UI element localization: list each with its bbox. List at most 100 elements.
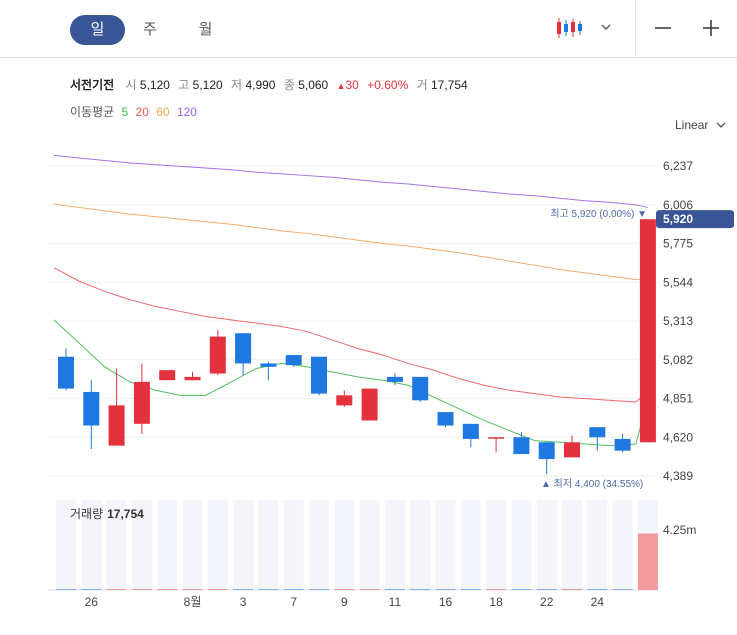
volume-bar	[486, 589, 507, 590]
volume-bar	[106, 589, 127, 590]
volume-bar	[258, 589, 279, 590]
volume-bar	[435, 589, 456, 590]
volume-bar	[587, 589, 608, 590]
ma-20[interactable]: 20	[135, 105, 149, 119]
volume-bar	[56, 589, 76, 590]
tab-month[interactable]: 월	[198, 21, 213, 38]
minus-icon[interactable]	[652, 17, 674, 39]
volume-column-bg	[460, 500, 481, 590]
volume-bar	[359, 589, 380, 590]
change-pct: +0.60%	[367, 78, 409, 92]
volume-column-bg	[182, 500, 203, 590]
volume-column-bg	[612, 500, 633, 590]
candlestick-icon[interactable]	[555, 16, 583, 40]
volume-column-bg	[587, 500, 608, 590]
high-value: 5,120	[192, 78, 223, 92]
volume-column-bg	[536, 500, 557, 590]
volume-background	[56, 500, 658, 590]
candle-body	[83, 391, 100, 426]
volume-column-bg	[410, 500, 431, 590]
volume-bar	[384, 589, 405, 590]
price-tick-label: 5,313	[663, 314, 693, 328]
volume-column-bg	[309, 500, 329, 590]
top-toolbar: 일 주 월	[0, 0, 737, 58]
volume-column-bg	[207, 500, 228, 590]
date-tick-label: 24	[591, 595, 605, 609]
volume-column-bg	[283, 500, 304, 590]
volume-bar	[637, 533, 658, 590]
volume-title: 거래량 17,754	[70, 507, 144, 521]
current-price-label: 5,920	[663, 212, 693, 226]
price-tick-label: 4,620	[663, 430, 693, 444]
date-axis: 26 8월 3 7 9 11 16 18 22 24	[85, 595, 605, 609]
candle-body	[311, 356, 327, 394]
volume-value: 17,754	[430, 78, 468, 92]
date-tick-label: 8월	[184, 595, 202, 609]
ma-line-60	[53, 203, 648, 281]
ma-legend: 이동평균 5 20 60 120	[70, 103, 201, 120]
candle-body	[386, 376, 403, 382]
volume-bar	[511, 589, 532, 590]
price-tick-label: 6,006	[663, 198, 693, 212]
volume-label: 거	[416, 78, 428, 92]
date-tick-label: 9	[341, 595, 348, 609]
candle-body	[437, 412, 454, 426]
price-tick-label: 6,237	[663, 159, 693, 173]
price-info-line: 서전기전 시 5,120 고 5,120 저 4,990 종 5,060 ▲30…	[70, 76, 473, 93]
ma-line-20	[53, 267, 649, 403]
high-marker-label: 최고 5,920 (0.00%) ▼	[550, 208, 647, 220]
open-value: 5,120	[139, 78, 170, 92]
volume-column-bg	[334, 500, 355, 590]
date-tick-label: 11	[389, 595, 402, 609]
volume-bar	[283, 589, 304, 590]
candle-body	[639, 219, 656, 443]
change-amount: 30	[345, 78, 359, 92]
candle-body	[614, 438, 631, 451]
volume-column-bg	[435, 500, 456, 590]
scale-selector[interactable]: Linear	[675, 118, 726, 132]
current-price-tag	[656, 210, 734, 229]
price-tick-label: 4,389	[663, 469, 693, 483]
date-tick-label: 26	[85, 595, 99, 609]
volume-column-bg	[56, 500, 76, 590]
plus-icon[interactable]	[700, 17, 722, 39]
candle-body	[285, 355, 302, 366]
ma-60[interactable]: 60	[156, 105, 170, 119]
candle-body	[412, 376, 429, 401]
chevron-down-icon[interactable]	[600, 22, 612, 32]
date-tick-label: 16	[439, 595, 453, 609]
candle-body	[564, 442, 580, 458]
up-triangle-icon: ▲	[336, 81, 346, 91]
ma-120[interactable]: 120	[176, 105, 197, 119]
low-label: 저	[231, 78, 243, 92]
extreme-markers: 최고 5,920 (0.00%) ▼ ▲ 최저 4,400 (34.55%)	[541, 208, 647, 490]
volume-bar	[207, 589, 228, 590]
candles	[58, 219, 656, 475]
candle-body	[488, 437, 505, 439]
tab-week[interactable]: 주	[143, 21, 157, 38]
change-value: ▲30	[337, 78, 359, 92]
tab-day[interactable]: 일	[70, 15, 125, 45]
ma-line-120	[53, 154, 649, 208]
candle-body	[589, 427, 606, 438]
ma-5[interactable]: 5	[121, 105, 129, 119]
volume-column-bg	[562, 500, 582, 590]
volume-bar	[233, 589, 254, 590]
volume-bar	[334, 589, 355, 590]
candle-body	[184, 376, 201, 381]
price-tick-label: 4,851	[663, 392, 693, 406]
volume-column-bg	[157, 500, 178, 590]
close-label: 종	[283, 78, 295, 92]
scale-label: Linear	[675, 118, 709, 132]
volume-bar	[536, 589, 557, 590]
ma-line-5	[53, 319, 649, 447]
stock-name: 서전기전	[70, 78, 115, 92]
candle-body	[209, 336, 226, 374]
candle-body	[58, 356, 74, 389]
candle-body	[133, 381, 150, 424]
candle-body	[462, 423, 479, 439]
date-tick-label: 3	[240, 595, 247, 609]
ma-label: 이동평균	[70, 105, 115, 119]
open-label: 시	[125, 78, 137, 92]
